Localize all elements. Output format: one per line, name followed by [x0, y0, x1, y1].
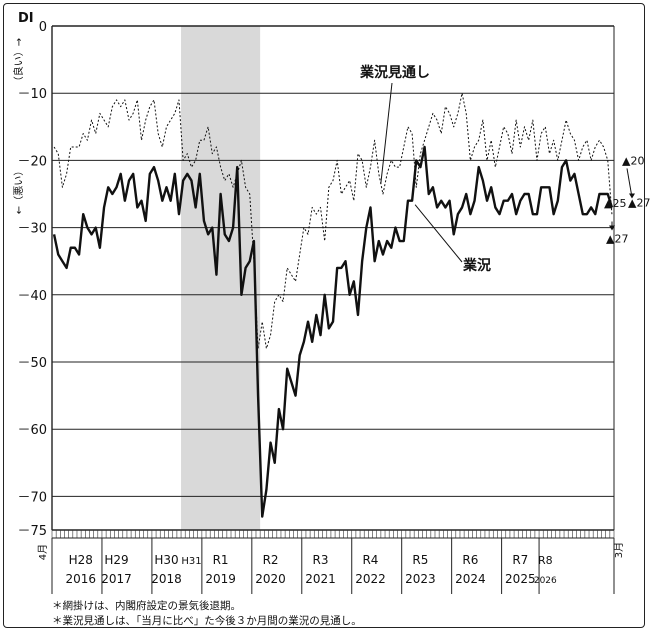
x-year-label: 2019: [205, 572, 236, 586]
end-label-gyokyo-last: ▲27: [606, 232, 628, 245]
end-arrow-outlook: [626, 168, 633, 198]
y-tick-label: －75: [17, 524, 47, 539]
y-axis-title: DI: [18, 11, 34, 26]
x-year-label: 2021: [305, 572, 336, 586]
x-start-month-label: 4月: [37, 544, 49, 560]
note-outlook-definition: ＊業況見通しは、「当月に比べ」た今後３か月間の業況の見通し。: [52, 615, 362, 627]
x-era-label: R6: [462, 553, 478, 567]
x-era-label: R4: [362, 553, 378, 567]
x-era-label: R8: [538, 554, 553, 567]
end-arrow-outlook-head: [629, 193, 635, 199]
x-era-label: R2: [263, 553, 279, 567]
series-line-gyokyo-outlook: [53, 92, 613, 350]
x-year-label: 2016: [65, 572, 96, 586]
chart-frame: [3, 3, 645, 628]
end-arrow-gyokyo-head: [609, 225, 615, 231]
x-year-label: 2018: [151, 572, 182, 586]
x-year-label: 2020: [255, 572, 286, 586]
x-year-label: 2023: [405, 572, 436, 586]
x-era-label: R1: [213, 553, 229, 567]
x-end-month-label: 3月: [613, 542, 625, 558]
x-era-label: R5: [412, 553, 428, 567]
x-year-label: 2022: [355, 572, 386, 586]
end-label-outlook-last: ▲27: [628, 196, 650, 209]
y-tick-label: －10: [17, 87, 47, 102]
x-era-label: H30: [154, 553, 178, 567]
leader-line-outlook: [380, 82, 393, 184]
y-tick-label: －50: [17, 356, 47, 371]
series-line-gyokyo: [52, 145, 614, 518]
x-year-label: 2026: [534, 576, 557, 586]
x-era-label: H28: [69, 553, 93, 567]
end-label-outlook-prev: ▲20: [622, 154, 644, 167]
y-axis-direction-up: （良い）→: [12, 38, 25, 86]
y-tick-label: －30: [17, 222, 47, 237]
x-era-label: R3: [313, 553, 329, 567]
y-tick-label: －70: [17, 490, 47, 505]
y-axis-direction-down: ←（悪い）: [13, 166, 25, 214]
series-label-gyokyo: 業況: [462, 257, 491, 274]
x-year-label: 2024: [455, 572, 486, 586]
y-tick-label: －40: [17, 289, 47, 304]
x-era-label: R7: [512, 553, 528, 567]
series-label-outlook: 業況見通し: [359, 64, 430, 81]
x-era-label: H29: [104, 553, 128, 567]
leader-line-gyokyo: [414, 204, 463, 263]
note-recession-shading: ＊網掛けは、内閣府設定の景気後退期。: [52, 600, 241, 612]
y-tick-label: 0: [39, 20, 47, 35]
y-tick-label: －60: [17, 423, 47, 438]
end-label-gyokyo-prev: ▲25: [604, 197, 626, 210]
x-year-label: 2025: [505, 572, 536, 586]
recession-shading: [181, 26, 261, 530]
x-era-label: H31: [181, 556, 201, 567]
x-year-label: 2017: [101, 572, 132, 586]
y-tick-label: －20: [17, 154, 47, 169]
